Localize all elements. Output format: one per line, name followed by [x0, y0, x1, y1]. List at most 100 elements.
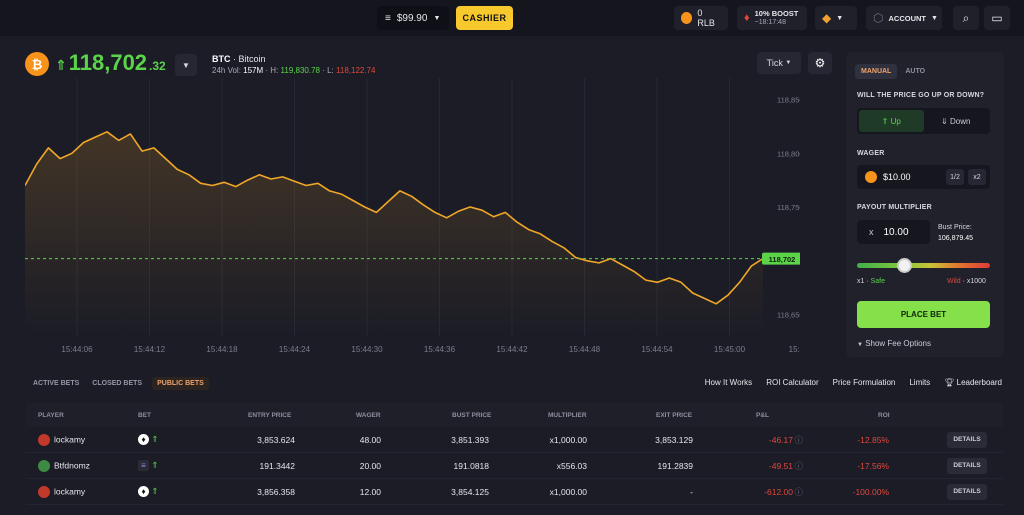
x-tick-label: 15:44:48	[569, 345, 601, 354]
chevron-down-icon: ▼	[182, 60, 190, 70]
cashier-button[interactable]: CASHIER	[456, 6, 513, 30]
chevron-down-icon: ▼	[836, 14, 844, 22]
chat-button[interactable]: ▭	[984, 6, 1010, 30]
multiplier: x556.03	[556, 460, 587, 471]
player-cell[interactable]: Btfdnomz	[38, 459, 90, 472]
bets-tabs: ACTIVE BETS CLOSED BETS PUBLIC BETS	[30, 377, 209, 390]
table-row[interactable]: lockamy ♦ ⇑ 3,856.358 12.00 3,854.125 x1…	[26, 479, 1003, 505]
col-player: PLAYER	[38, 411, 64, 419]
bust-label: Bust Price:	[938, 224, 972, 231]
col-multiplier: MULTIPLIER	[548, 411, 587, 419]
table-row[interactable]: Btfdnomz ≡ ⇑ 191.3442 20.00 191.0818 x55…	[26, 453, 1003, 479]
place-bet-button[interactable]: PLACE BET	[857, 301, 990, 328]
pnl: -49.51	[768, 460, 793, 471]
search-icon: ⌕	[962, 10, 970, 25]
y-tick-label: 118,850	[777, 96, 800, 105]
col-pnl: P&L	[756, 411, 769, 419]
chevron-down-icon: ▼	[433, 14, 441, 22]
account-dropdown[interactable]: ⬡ ACCOUNT ▼	[866, 6, 942, 30]
x-tick-label: 15:44:24	[279, 345, 311, 354]
entry-price: 3,856.358	[257, 486, 295, 497]
search-button[interactable]: ⌕	[953, 6, 979, 30]
tab-active-bets[interactable]: ACTIVE BETS	[33, 380, 80, 387]
player-cell[interactable]: lockamy	[38, 433, 85, 446]
price-line	[25, 131, 764, 305]
balance-value: $99.90	[396, 12, 428, 24]
chart-settings-button[interactable]: ⚙	[808, 52, 832, 74]
exit-price: -	[690, 486, 693, 497]
col-roi: ROI	[878, 411, 890, 419]
x-tick-label: 15:44:30	[351, 345, 383, 354]
boost-chip[interactable]: ♦ 10% BOOST ~18:17:48	[737, 6, 807, 30]
down-button[interactable]: ⇓ Down	[924, 110, 989, 132]
ticker-stats: 24h Vol: 157M · H: 119,830.78 · L: 118,1…	[212, 66, 375, 75]
rank-dropdown[interactable]: ◆ ▼	[815, 6, 857, 30]
chevrons-down-icon: ⇓	[941, 116, 948, 126]
up-arrow-icon: ⇑	[151, 460, 159, 470]
col-bet: BET	[138, 411, 151, 419]
tab-auto[interactable]: AUTO	[905, 68, 926, 75]
wager-field[interactable]: $10.00 1/2 x2	[857, 165, 990, 189]
balance-button[interactable]: ≡ $99.90 ▼	[377, 6, 449, 30]
fee-options-toggle[interactable]: ▼ Show Fee Options	[857, 339, 931, 348]
chart-mode-dropdown[interactable]: Tick ▼	[757, 52, 801, 74]
multiplier: x1,000.00	[549, 434, 587, 445]
details-button[interactable]: DETAILS	[947, 457, 987, 474]
up-button[interactable]: ⇑ Up	[859, 110, 924, 132]
asset-dropdown[interactable]: ▼	[175, 54, 197, 76]
half-button[interactable]: 1/2	[946, 169, 964, 185]
player-cell[interactable]: lockamy	[38, 485, 85, 498]
rlb-coin-icon	[681, 12, 693, 24]
down-label: Down	[949, 116, 971, 126]
link-price-formulation[interactable]: Price Formulation	[832, 378, 896, 387]
rlb-balance[interactable]: 0 RLB	[674, 6, 728, 30]
bust-price: 3,854.125	[451, 486, 489, 497]
details-button[interactable]: DETAILS	[947, 431, 987, 448]
info-icon[interactable]: ⓘ	[794, 486, 803, 497]
low-value: 118,122.74	[336, 66, 376, 75]
fee-label: Show Fee Options	[865, 339, 931, 348]
pnl: -612.00	[764, 486, 793, 497]
wager-label: WAGER	[857, 150, 885, 157]
slider-max-label: Wild · x1000	[947, 278, 986, 285]
info-icon[interactable]: ⓘ	[794, 434, 803, 445]
risk-slider[interactable]	[857, 263, 990, 268]
col-entry-price: ENTRY PRICE	[248, 411, 292, 419]
double-button[interactable]: x2	[968, 169, 986, 185]
high-label: · H:	[265, 66, 279, 75]
multiplier-value: 10.00	[883, 226, 909, 238]
bet-cell: ♦ ⇑	[138, 486, 159, 497]
y-tick-label: 118,800	[777, 149, 800, 158]
link-roi-calculator[interactable]: ROI Calculator	[766, 378, 819, 387]
bust-value: 106,879.45	[938, 235, 974, 242]
rank-badge-icon: ◆	[822, 11, 832, 25]
link-limits[interactable]: Limits	[909, 378, 931, 387]
tab-public-bets[interactable]: PUBLIC BETS	[152, 377, 209, 390]
info-icon[interactable]: ⓘ	[794, 460, 803, 471]
link-how-it-works[interactable]: How It Works	[704, 378, 753, 387]
wild-label: Wild	[947, 278, 961, 285]
up-arrow-icon: ⇑	[151, 434, 159, 444]
multiplier: x1,000.00	[549, 486, 587, 497]
details-button[interactable]: DETAILS	[947, 483, 987, 500]
bust-price: Bust Price: 106,879.45	[938, 222, 973, 244]
bet-cell: ≡ ⇑	[138, 460, 159, 471]
bust-price: 3,851.393	[451, 434, 489, 445]
vol-label: 24h Vol:	[212, 66, 241, 75]
link-leaderboard[interactable]: 🏆︎ Leaderboard	[944, 378, 1002, 387]
table-row[interactable]: lockamy ♦ ⇑ 3,853.624 48.00 3,851.393 x1…	[26, 427, 1003, 453]
tab-closed-bets[interactable]: CLOSED BETS	[92, 380, 143, 387]
avatar	[38, 433, 50, 446]
trophy-icon: 🏆︎	[944, 378, 955, 387]
boost-title: 10% BOOST	[754, 9, 799, 18]
multiplier-input[interactable]: x 10.00	[857, 220, 930, 244]
up-arrow-icon: ⇑	[151, 486, 159, 496]
pair-label: BTC · Bitcoin	[212, 54, 266, 64]
pair-name: · Bitcoin	[233, 54, 266, 64]
x-tick-label: 15:44:12	[134, 345, 166, 354]
risk-slider-handle[interactable]	[897, 258, 912, 273]
tab-manual[interactable]: MANUAL	[855, 64, 898, 79]
bust-price: 191.0818	[453, 460, 489, 471]
public-bets-table: PLAYER BET ENTRY PRICE WAGER BUST PRICE …	[26, 403, 1003, 505]
bitcoin-icon: ₿	[25, 52, 49, 76]
